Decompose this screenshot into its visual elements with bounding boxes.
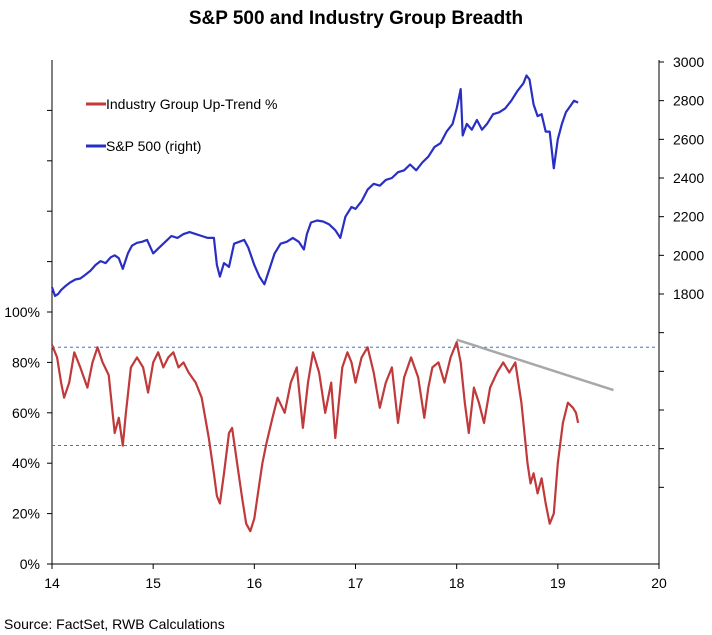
x-tick-label: 16: [247, 575, 263, 591]
source-note: Source: FactSet, RWB Calculations: [4, 616, 225, 632]
x-tick-label: 18: [449, 575, 465, 591]
y-right-tick-label: 2200: [673, 209, 704, 225]
breadth-trendline: [456, 338, 614, 392]
series-lines: [50, 74, 580, 533]
breadth-series-line: [50, 341, 580, 533]
y-right-tick-label: 2000: [673, 247, 704, 263]
y-left-tick-label: 80%: [12, 354, 40, 370]
y-right-tick-label: 2600: [673, 131, 704, 147]
y-right-tick-label: 2400: [673, 170, 704, 186]
axes: 14 15 16 17 18 19 20 0% 20% 40% 60% 80% 100% 1800 2000…: [4, 54, 704, 591]
x-tick-label: 20: [651, 575, 667, 591]
x-tick-label: 15: [145, 575, 161, 591]
annotations: [456, 338, 614, 392]
legend-label: S&P 500 (right): [106, 138, 201, 154]
chart-title: S&P 500 and Industry Group Breadth: [188, 8, 524, 29]
y-left-tick-label: 60%: [12, 405, 40, 421]
y-right-tick-label: 3000: [673, 54, 704, 70]
legend: Industry Group Up-Trend % S&P 500 (right): [86, 96, 277, 154]
x-tick-label: 14: [44, 575, 60, 591]
y-left-tick-label: 40%: [12, 455, 40, 471]
x-tick-label: 19: [550, 575, 566, 591]
y-left-tick-label: 0%: [20, 556, 40, 572]
plot-frame: [51, 60, 660, 565]
x-tick-label: 17: [348, 575, 364, 591]
legend-label: Industry Group Up-Trend %: [106, 96, 277, 112]
y-right-tick-label: 1800: [673, 286, 704, 302]
y-right-tick-label: 2800: [673, 93, 704, 109]
y-left-tick-label: 100%: [4, 304, 40, 320]
sp500-series-line: [50, 74, 579, 297]
y-left-tick-label: 20%: [12, 506, 40, 522]
reference-lines: [52, 346, 659, 447]
